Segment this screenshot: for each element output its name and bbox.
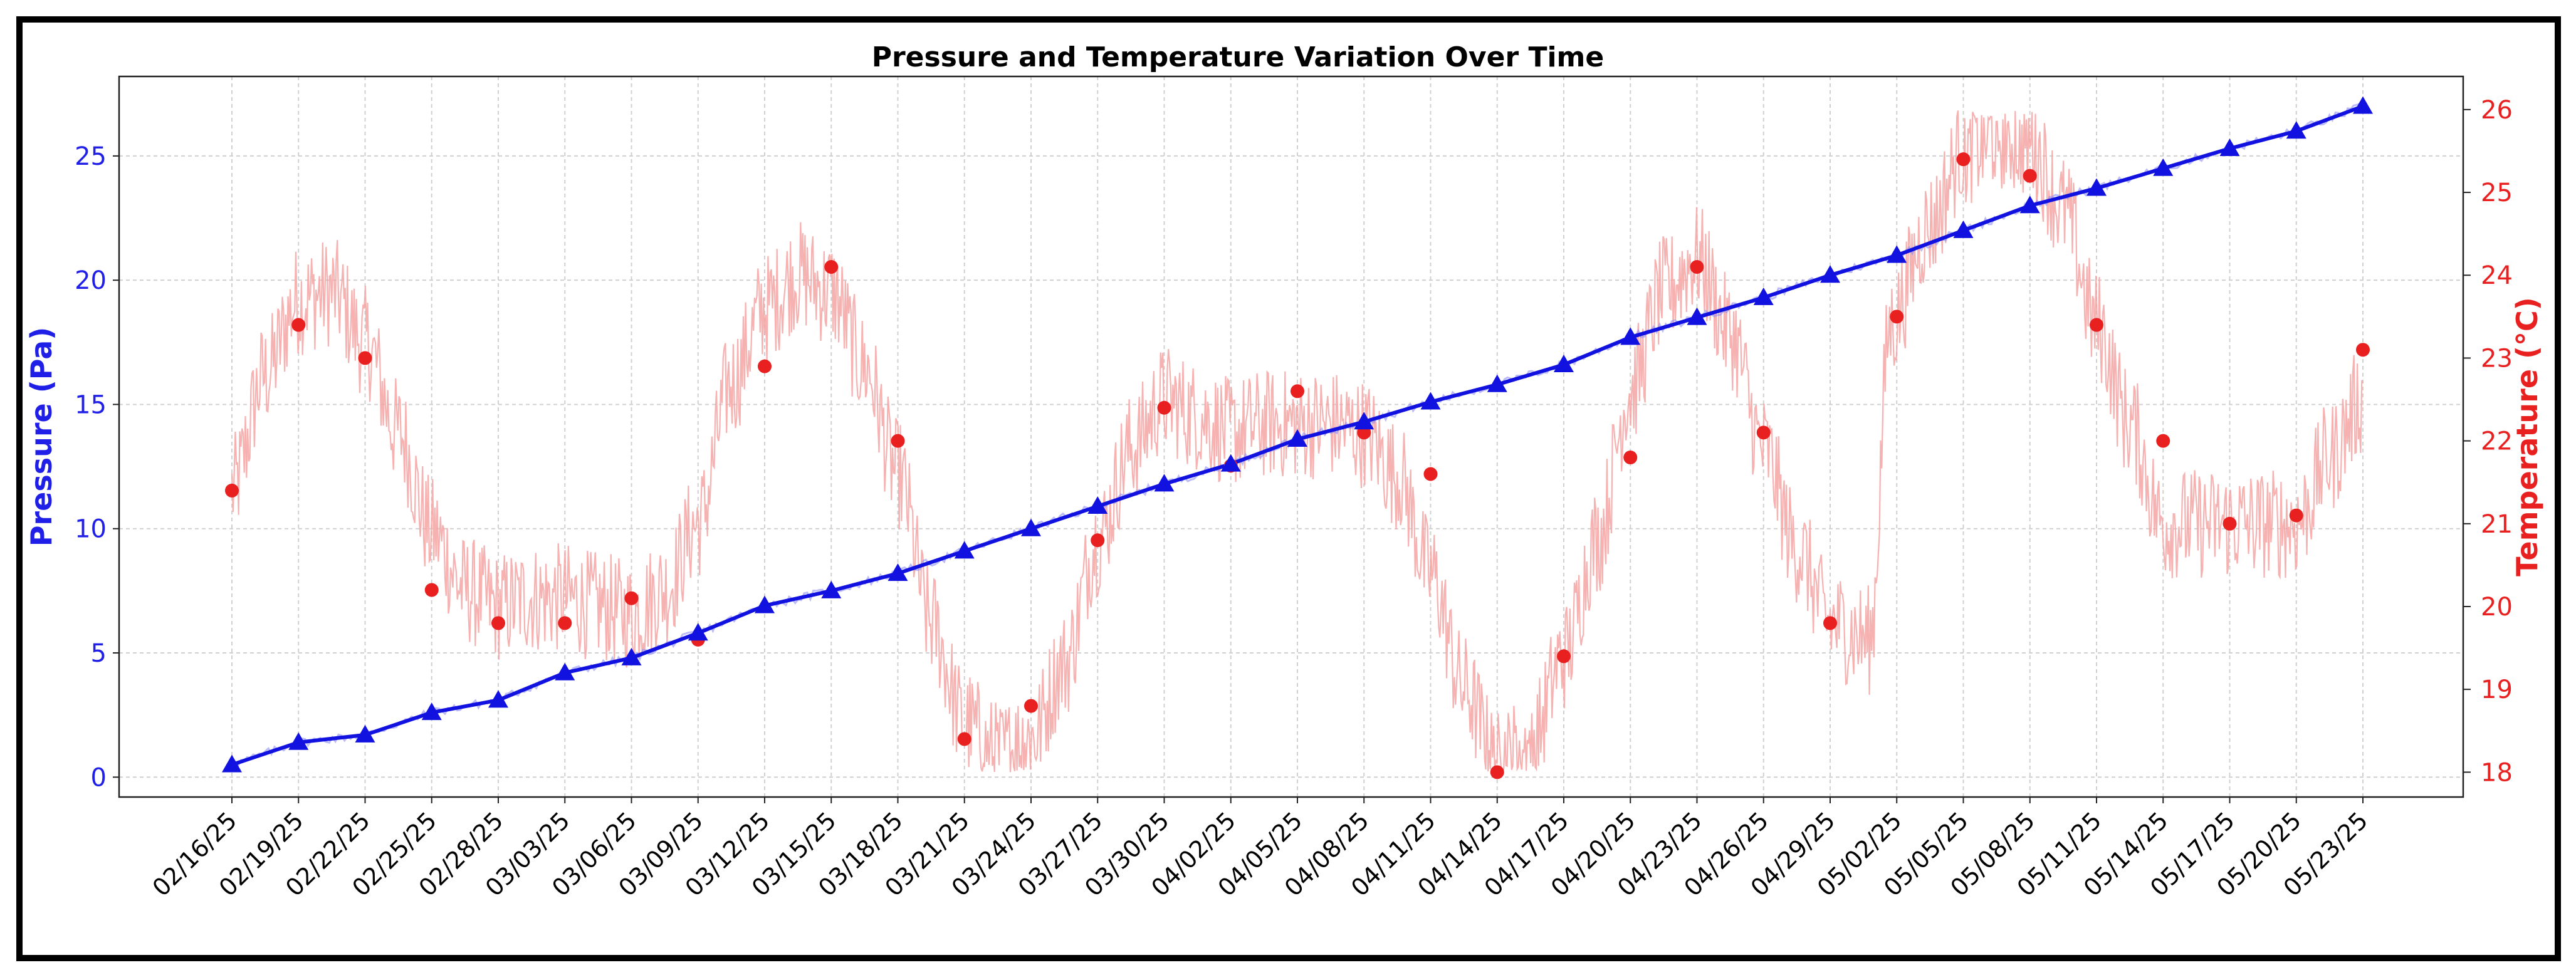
pressure-point [688, 623, 708, 641]
left-tick-label: 15 [75, 390, 107, 419]
pressure-point [954, 541, 975, 559]
temperature-point [1490, 765, 1504, 779]
temperature-point [558, 616, 572, 630]
temperature-point [2156, 434, 2170, 448]
pressure-point [1487, 374, 1507, 392]
temperature-point [358, 351, 372, 365]
pressure-point [2019, 195, 2040, 214]
right-axis-label: Temperature (°C) [2510, 297, 2544, 576]
pressure-point [755, 595, 775, 613]
temperature-point [491, 616, 505, 630]
grid [119, 76, 2463, 797]
left-tick-label: 0 [91, 763, 107, 792]
temperature-point [2289, 508, 2303, 523]
pressure-point [1820, 265, 1840, 283]
temperature-point [624, 591, 639, 605]
pressure-point [1953, 220, 1974, 238]
temperature-point [1423, 467, 1438, 481]
pressure-point [1420, 392, 1441, 410]
left-tick-label: 10 [75, 515, 107, 544]
left-tick-label: 5 [91, 639, 107, 668]
pressure-point [355, 724, 375, 743]
temperature-point [758, 359, 772, 373]
right-tick-labels: 18 19 20 21 22 23 24 25 26 [2463, 96, 2513, 787]
pressure-point [621, 647, 642, 665]
pressure-point [1220, 454, 1241, 472]
temperature-point [2023, 169, 2037, 183]
left-tick-label: 20 [75, 266, 107, 295]
pressure-point [821, 580, 842, 598]
right-tick-label: 23 [2481, 344, 2513, 373]
temperature-point [1157, 400, 1171, 415]
pressure-point [421, 702, 442, 721]
left-tick-labels: 0 5 10 15 20 25 [75, 142, 119, 792]
pressure-point [288, 732, 309, 750]
pressure-point [1021, 518, 1041, 536]
pressure-point [2219, 138, 2240, 156]
temperature-raw-line [231, 110, 2364, 773]
axes [118, 75, 2464, 798]
right-tick-label: 25 [2481, 179, 2513, 207]
temperature-point [1690, 260, 1704, 274]
pressure-point [1620, 327, 1641, 345]
chart-title: Pressure and Temperature Variation Over … [872, 41, 1605, 73]
pressure-point [887, 563, 908, 581]
pressure-point [1753, 287, 1774, 305]
temperature-point [2356, 343, 2370, 357]
temperature-point [1557, 649, 1571, 664]
pressure-point [222, 754, 242, 773]
temperature-point [1890, 310, 1904, 324]
temperature-point [424, 583, 439, 597]
right-tick-label: 21 [2481, 510, 2513, 539]
pressure-point [1554, 355, 1574, 372]
temperature-point [2090, 318, 2103, 332]
pressure-point [2353, 96, 2373, 114]
series [222, 96, 2373, 779]
temperature-point [1024, 699, 1038, 713]
pressure-point [1287, 429, 1307, 447]
temperature-point [1756, 425, 1771, 440]
pressure-point [2153, 158, 2174, 176]
pressure-point [2086, 178, 2107, 196]
chart-frame [16, 16, 2561, 961]
temperature-point [957, 732, 971, 746]
right-tick-label: 24 [2481, 261, 2513, 290]
temperature-point [1291, 384, 1304, 399]
pressure-point [1087, 496, 1108, 514]
right-tick-label: 22 [2481, 427, 2513, 456]
temperature-point [1623, 451, 1638, 465]
plot-area [118, 75, 2464, 798]
pressure-point [555, 662, 575, 680]
pressure-point [1687, 307, 1707, 325]
pressure-point [488, 690, 508, 708]
right-tick-label: 18 [2481, 758, 2513, 787]
temperature-point [1956, 152, 1971, 167]
right-tick-label: 20 [2481, 593, 2513, 622]
pressure-point [1887, 245, 1907, 263]
x-tick-labels: 02/16/2502/19/2502/22/2502/25/2502/28/25… [147, 797, 2373, 902]
temperature-point [824, 260, 839, 274]
right-tick-label: 19 [2481, 675, 2513, 704]
temperature-point [291, 318, 306, 332]
temperature-point [2223, 516, 2237, 531]
left-axis-label: Pressure (Pa) [24, 327, 58, 547]
temperature-point [891, 434, 905, 448]
temperature-point [225, 483, 239, 498]
temperature-point [1823, 616, 1837, 630]
right-tick-label: 26 [2481, 96, 2513, 125]
pressure-point [1154, 474, 1175, 492]
temperature-point [1091, 533, 1105, 548]
left-tick-label: 25 [75, 142, 107, 171]
pressure-point [1354, 412, 1374, 430]
pressure-point [2286, 121, 2306, 139]
